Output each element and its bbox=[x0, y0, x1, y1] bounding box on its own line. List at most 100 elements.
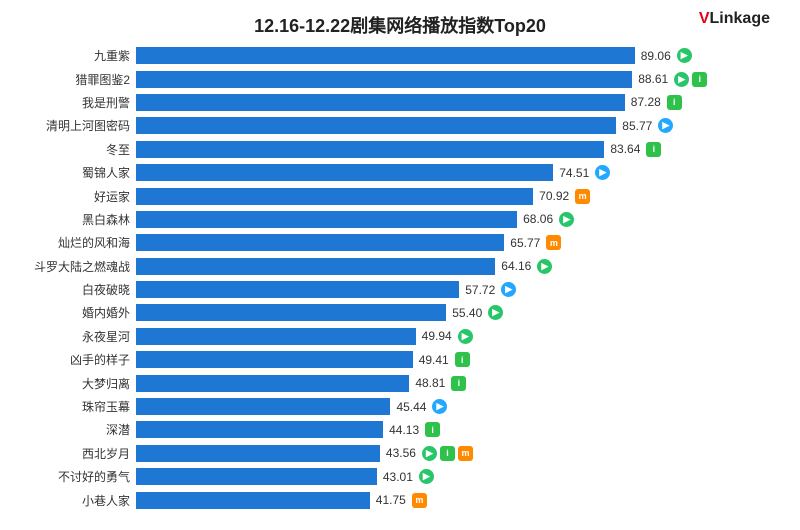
platform-icons: ▶im bbox=[422, 446, 473, 461]
platform-icons: ▶ bbox=[537, 259, 552, 274]
bar bbox=[136, 234, 504, 251]
mango-icon: m bbox=[575, 189, 590, 204]
bar-area: 70.92 m bbox=[136, 184, 772, 207]
bar bbox=[136, 47, 635, 64]
bar-area: 48.81i bbox=[136, 371, 772, 394]
bar-value: 68.06 bbox=[523, 212, 553, 226]
y-axis-label: 九重紫 bbox=[28, 47, 136, 64]
chart-row: 好运家70.92m bbox=[28, 184, 772, 207]
bar-value: 65.77 bbox=[510, 236, 540, 250]
youku-icon: ▶ bbox=[658, 118, 673, 133]
tencent-icon: ▶ bbox=[537, 259, 552, 274]
youku-icon: ▶ bbox=[501, 282, 516, 297]
bar-area: 89.06 ▶ bbox=[136, 44, 772, 67]
y-axis-label: 珠帘玉幕 bbox=[28, 398, 136, 415]
y-axis-label: 白夜破晓 bbox=[28, 281, 136, 298]
chart-row: 九重紫 89.06 ▶ bbox=[28, 44, 772, 67]
bar-area: 43.56 ▶im bbox=[136, 442, 772, 465]
platform-icons: ▶ bbox=[488, 305, 503, 320]
bar bbox=[136, 328, 416, 345]
tencent-icon: ▶ bbox=[677, 48, 692, 63]
y-axis-label: 小巷人家 bbox=[28, 492, 136, 509]
bar bbox=[136, 445, 380, 462]
bar bbox=[136, 468, 377, 485]
platform-icons: m bbox=[546, 235, 561, 250]
iqiyi-icon: i bbox=[646, 142, 661, 157]
platform-icons: ▶ bbox=[595, 165, 610, 180]
y-axis-label: 斗罗大陆之燃魂战 bbox=[28, 258, 136, 275]
platform-icons: ▶ bbox=[677, 48, 692, 63]
bar bbox=[136, 164, 553, 181]
youku-icon: ▶ bbox=[595, 165, 610, 180]
y-axis-label: 永夜星河 bbox=[28, 328, 136, 345]
chart-row: 凶手的样子49.41i bbox=[28, 348, 772, 371]
y-axis-label: 大梦归离 bbox=[28, 375, 136, 392]
bar bbox=[136, 281, 459, 298]
bar-value: 64.16 bbox=[501, 259, 531, 273]
bar-value: 49.41 bbox=[419, 353, 449, 367]
bar-value: 89.06 bbox=[641, 49, 671, 63]
chart-row: 猎罪图鉴2 88.61 ▶i bbox=[28, 67, 772, 90]
platform-icons: i bbox=[667, 95, 682, 110]
chart-container: 12.16-12.22剧集网络播放指数Top20 VLinkage 九重紫89.… bbox=[0, 0, 800, 530]
platform-icons: ▶ bbox=[432, 399, 447, 414]
y-axis-label: 黑白森林 bbox=[28, 211, 136, 228]
bar-value: 48.81 bbox=[415, 376, 445, 390]
bar-area: 83.64i bbox=[136, 138, 772, 161]
chart-row: 婚内婚外55.40▶ bbox=[28, 301, 772, 324]
bar-area: 57.72 ▶ bbox=[136, 278, 772, 301]
y-axis-label: 蜀锦人家 bbox=[28, 164, 136, 181]
bar-value: 88.61 bbox=[638, 72, 668, 86]
youku-icon: ▶ bbox=[432, 399, 447, 414]
bar bbox=[136, 211, 517, 228]
iqiyi-icon: i bbox=[667, 95, 682, 110]
logo-v: V bbox=[699, 10, 710, 27]
y-axis-label: 不讨好的勇气 bbox=[28, 468, 136, 485]
chart-row: 白夜破晓 57.72 ▶ bbox=[28, 278, 772, 301]
platform-icons: ▶ bbox=[559, 212, 574, 227]
iqiyi-icon: i bbox=[425, 422, 440, 437]
bar-value: 70.92 bbox=[539, 189, 569, 203]
bar-area: 45.44 ▶ bbox=[136, 395, 772, 418]
platform-icons: m bbox=[575, 189, 590, 204]
chart-row: 小巷人家41.75m bbox=[28, 488, 772, 511]
platform-icons: i bbox=[646, 142, 661, 157]
platform-icons: ▶i bbox=[674, 72, 707, 87]
platform-icons: ▶ bbox=[658, 118, 673, 133]
bar-value: 87.28 bbox=[631, 95, 661, 109]
chart-row: 黑白森林 68.06 ▶ bbox=[28, 208, 772, 231]
y-axis-label: 西北岁月 bbox=[28, 445, 136, 462]
iqiyi-icon: i bbox=[440, 446, 455, 461]
tencent-icon: ▶ bbox=[674, 72, 689, 87]
bar-area: 85.77 ▶ bbox=[136, 114, 772, 137]
iqiyi-icon: i bbox=[455, 352, 470, 367]
platform-icons: ▶ bbox=[501, 282, 516, 297]
tencent-icon: ▶ bbox=[458, 329, 473, 344]
chart-row: 灿烂的风和海65.77m bbox=[28, 231, 772, 254]
chart-row: 大梦归离48.81i bbox=[28, 371, 772, 394]
mango-icon: m bbox=[458, 446, 473, 461]
chart-row: 不讨好的勇气 43.01 ▶ bbox=[28, 465, 772, 488]
tencent-icon: ▶ bbox=[419, 469, 434, 484]
bar bbox=[136, 188, 533, 205]
bar-area: 74.51▶ bbox=[136, 161, 772, 184]
bar-chart: 九重紫89.06▶猎罪图鉴288.61▶i我是刑警87.28i清明上河图密码85… bbox=[28, 44, 772, 512]
mango-icon: m bbox=[546, 235, 561, 250]
bar bbox=[136, 117, 616, 134]
bar-value: 44.13 bbox=[389, 423, 419, 437]
chart-row: 我是刑警87.28i bbox=[28, 91, 772, 114]
bar-value: 43.01 bbox=[383, 470, 413, 484]
bar-value: 43.56 bbox=[386, 446, 416, 460]
bar bbox=[136, 258, 495, 275]
bar-value: 85.77 bbox=[622, 119, 652, 133]
bar bbox=[136, 94, 625, 111]
y-axis-label: 猎罪图鉴2 bbox=[28, 71, 136, 88]
y-axis-label: 深潜 bbox=[28, 421, 136, 438]
platform-icons: ▶ bbox=[458, 329, 473, 344]
tencent-icon: ▶ bbox=[559, 212, 574, 227]
chart-row: 深潜 44.13 i bbox=[28, 418, 772, 441]
bar-area: 68.06 ▶ bbox=[136, 208, 772, 231]
bar-value: 57.72 bbox=[465, 283, 495, 297]
bar-value: 45.44 bbox=[396, 400, 426, 414]
bar bbox=[136, 304, 446, 321]
